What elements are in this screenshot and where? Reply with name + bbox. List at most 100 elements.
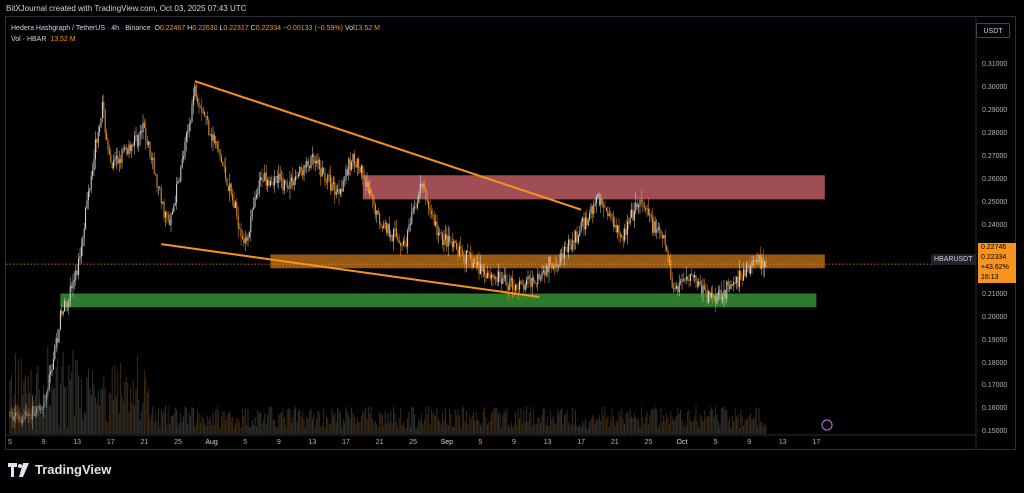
volume-bar <box>381 414 383 434</box>
candle-body <box>166 212 168 215</box>
candle-body <box>76 270 78 275</box>
volume-bar <box>559 409 561 434</box>
candle-body <box>117 156 119 164</box>
candle-body <box>272 182 274 186</box>
candle-body <box>54 346 56 360</box>
candle-body <box>211 134 213 141</box>
candle-body <box>241 236 243 240</box>
volume-bar <box>527 421 529 434</box>
candle-body <box>412 207 414 212</box>
volume-bar <box>150 414 152 434</box>
volume-bar <box>430 409 432 434</box>
volume-bar <box>264 413 266 434</box>
symbol-title[interactable]: Hedera Hashgraph / TetherUS · 4h · Binan… <box>11 25 151 32</box>
currency-button[interactable]: USDT <box>976 23 1010 38</box>
candle-body <box>744 269 746 277</box>
volume-bar <box>342 419 344 434</box>
volume-bar <box>106 421 108 434</box>
candle-body <box>78 258 80 275</box>
resistance-zone <box>362 175 825 200</box>
candle-body <box>135 135 137 136</box>
candle-body <box>274 177 276 186</box>
candle-body <box>705 289 707 291</box>
candle-body <box>108 149 110 155</box>
volume-bar <box>129 387 131 434</box>
volume-bar <box>737 414 739 434</box>
volume-bar <box>338 408 340 434</box>
volume-bar <box>671 416 673 434</box>
candle-body <box>514 284 516 291</box>
volume-bar <box>289 409 291 434</box>
candle-body <box>293 180 295 186</box>
candle-body <box>197 97 199 103</box>
candle-body <box>740 271 742 280</box>
candle-body <box>323 167 325 174</box>
volume-bar <box>388 421 390 434</box>
candle-body <box>598 194 600 206</box>
volume-bar <box>97 390 99 434</box>
candle-body <box>492 274 494 278</box>
volume-bar <box>740 409 742 434</box>
x-tick-label: 25 <box>409 439 418 446</box>
candle-body <box>202 111 204 113</box>
volume-bar <box>426 414 428 434</box>
volume-bar <box>412 406 414 434</box>
candle-body <box>157 186 159 188</box>
volume-bar <box>468 413 470 434</box>
candle-body <box>212 134 214 141</box>
candle-body <box>359 167 361 173</box>
volume-bar <box>465 411 467 434</box>
logo-text: TradingView <box>35 462 112 477</box>
volume-bar <box>247 409 249 434</box>
volume-bar <box>19 407 21 434</box>
candle-body <box>183 156 185 159</box>
candle-body <box>401 244 403 246</box>
volume-bar <box>174 407 176 434</box>
volume-bar <box>316 418 318 434</box>
volume-bar <box>708 416 710 434</box>
candle-body <box>227 185 229 191</box>
candle-body <box>143 122 145 129</box>
volume-bar <box>12 409 14 434</box>
low-value: 0.22317 <box>223 25 249 32</box>
candle-body <box>573 240 575 243</box>
candle-body <box>639 199 641 205</box>
candle-body <box>530 277 532 288</box>
x-tick-label: 9 <box>41 439 46 446</box>
volume-bar <box>717 421 719 434</box>
candle-body <box>737 276 739 288</box>
tradingview-logo[interactable]: TradingView <box>8 462 111 477</box>
candle-body <box>764 260 766 267</box>
volume-bar <box>344 422 346 434</box>
volume-bar <box>190 415 192 434</box>
volume-bar <box>458 416 460 434</box>
volume-legend: Vol · HBAR 13.52 M <box>11 36 76 43</box>
volume-bar <box>191 407 193 434</box>
candle-body <box>625 228 627 235</box>
candle-body <box>61 310 63 315</box>
volume-bar <box>647 424 649 434</box>
volume-bar <box>604 406 606 434</box>
candle-body <box>510 278 512 282</box>
volume-bar <box>76 359 78 434</box>
candle-body <box>391 235 393 241</box>
volume-bar <box>321 425 323 434</box>
candle-body <box>647 208 649 215</box>
mid-zone <box>270 254 825 269</box>
candle-body <box>677 285 679 293</box>
candle-body <box>544 270 546 276</box>
candle-body <box>247 236 249 241</box>
candle-body <box>122 149 124 151</box>
candle-body <box>674 288 676 290</box>
candle-body <box>360 165 362 173</box>
volume-bar <box>65 386 67 434</box>
volume-bar <box>492 410 494 434</box>
volume-bar <box>741 415 743 434</box>
volume-bar <box>33 400 35 434</box>
candle-body <box>174 202 176 206</box>
volume-bar <box>157 407 159 434</box>
volume-bar <box>262 420 264 434</box>
volume-bar <box>481 422 483 434</box>
y-tick-label: 0.26000 <box>982 175 1008 183</box>
